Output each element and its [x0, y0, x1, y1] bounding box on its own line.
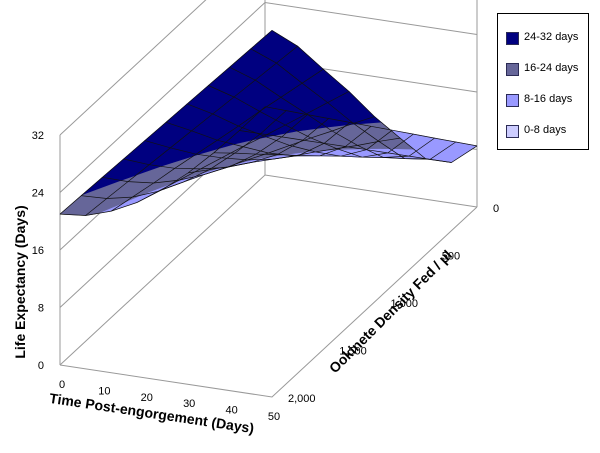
y-tick-label: 2,000	[288, 393, 316, 405]
x-tick-label: 50	[268, 411, 280, 423]
legend-swatch-8-16	[506, 94, 519, 107]
surface-plot	[59, 30, 478, 216]
y-axis-title: Ookinete Density Fed / µl	[326, 247, 455, 376]
x-tick-label: 0	[59, 379, 65, 391]
legend-swatch-24-32	[506, 32, 519, 45]
legend-label-8-16: 8-16 days	[524, 93, 573, 105]
legend-item-0-8: 0-8 days	[506, 123, 588, 139]
x-tick-label: 40	[225, 405, 237, 417]
mesh-line-x	[165, 121, 372, 157]
z-tick-label: 32	[32, 130, 44, 142]
legend-label-24-32: 24-32 days	[524, 31, 579, 43]
mesh-line-x	[102, 114, 308, 184]
y-tick-label: 1,500	[339, 346, 367, 358]
mesh-line-x	[271, 30, 478, 163]
mesh-line-x	[144, 122, 351, 161]
mesh-line-x	[208, 85, 414, 158]
z-tick-label: 0	[38, 360, 44, 372]
mesh-line-x	[229, 66, 435, 158]
legend-label-16-24: 16-24 days	[524, 62, 579, 74]
mesh-line-x	[81, 110, 287, 199]
z-gridline-4	[59, 0, 207, 136]
mesh-line-x	[250, 48, 456, 160]
z-tick-label: 16	[32, 245, 44, 257]
mesh-line-x	[123, 118, 329, 170]
y-tick-label: 0	[493, 203, 499, 215]
z-tick-label: 24	[32, 188, 44, 200]
legend-swatch-16-24	[506, 63, 519, 76]
x-tick-label: 10	[98, 385, 110, 397]
y-tick-label: 500	[442, 251, 460, 263]
legend-label-0-8: 0-8 days	[524, 124, 567, 136]
legend-item-8-16: 8-16 days	[506, 92, 588, 108]
chart-legend: 24-32 days 16-24 days 8-16 days 0-8 days	[497, 13, 589, 150]
legend-item-16-24: 16-24 days	[506, 61, 588, 77]
legend-swatch-0-8	[506, 125, 519, 138]
z-tick-label: 8	[38, 303, 44, 315]
floor-front-edges	[59, 206, 478, 398]
legend-item-24-32: 24-32 days	[506, 30, 588, 46]
x-tick-label: 30	[183, 398, 195, 410]
z-axis-title: Life Expectancy (Days)	[12, 205, 28, 358]
z-gridline-0	[59, 174, 478, 366]
z-gridline-3	[59, 1, 478, 193]
x-tick-label: 20	[141, 392, 153, 404]
y-tick-label: 1,000	[391, 298, 419, 310]
mesh-line-x	[187, 103, 393, 157]
